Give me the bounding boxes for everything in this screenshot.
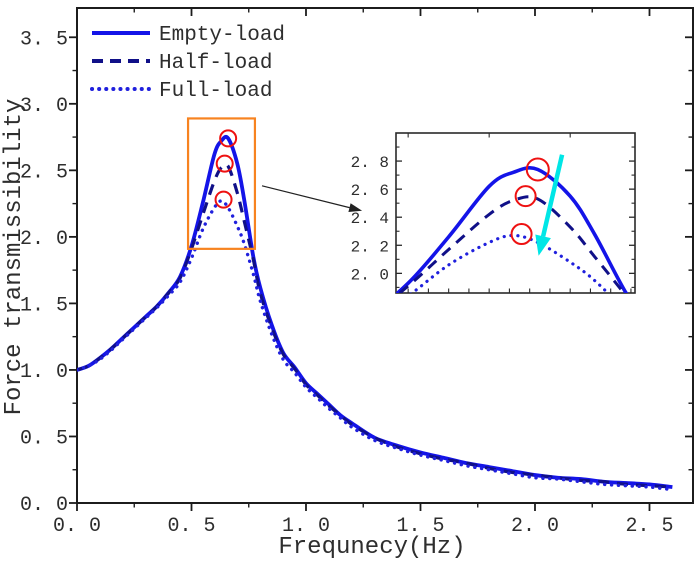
legend-label: Half-load [159,52,272,75]
connector-arrow [261,185,363,213]
main-tick-labels: 0. 0 0. 5 1. 0 1. 5 2. 0 2. 5 0. 0 0. 5 1. 0 1. 5… [20,28,674,538]
series-lines [77,134,675,492]
legend-item-empty-load: Empty-load [92,24,285,47]
y-tick-label: 3. 0 [20,95,68,118]
peak-circle-empty-load [219,129,238,148]
y-axis-title: Force transmissibility [1,99,28,416]
legend-label: Empty-load [159,24,285,47]
connector-arrow-head [348,203,363,213]
inset-peak-circle-full-load [510,223,533,246]
main-axes [69,7,694,511]
inset-y-tick-label: 2. 0 [351,266,389,284]
peak-circle-full-load [214,190,233,209]
inset-y-tick-label: 2. 6 [351,182,389,200]
x-tick-label: 1. 0 [282,515,330,538]
y-tick-label: 3. 5 [20,28,68,51]
y-tick-label: 0. 0 [20,494,68,517]
zoom-region-box [186,117,257,250]
x-axis-title: Frequnecy(Hz) [278,534,465,561]
x-tick-label: 1. 5 [396,515,444,538]
trend-arrow-head [535,234,551,256]
x-tick-label: 0. 5 [167,515,215,538]
y-tick-label: 2. 0 [20,228,68,251]
inset-peak-circle-half-load [514,185,537,208]
inset-border [395,132,636,294]
y-tick-label: 1. 5 [20,294,68,317]
x-tick-label: 2. 0 [511,515,559,538]
connector-arrow-shaft [261,185,350,209]
y-tick-label: 2. 5 [20,161,68,184]
x-tick-label: 0. 0 [53,515,101,538]
y-tick-label: 1. 0 [20,361,68,384]
legend: Empty-load Half-load Full-load [90,24,285,103]
series-line-full-load [77,199,675,492]
inset-plot: 2. 0 2. 2 2. 4 2. 6 2. 8 [351,132,636,294]
zoom-box-rect [186,117,257,250]
inset-y-tick-label: 2. 2 [351,238,389,256]
legend-item-half-load: Half-load [92,52,272,75]
legend-label: Full-load [159,80,272,103]
inset-y-tick-label: 2. 8 [351,154,389,172]
y-tick-label: 0. 5 [20,427,68,450]
inset-peak-circle-empty-load [525,157,550,182]
peak-markers [214,129,238,209]
peak-circle-half-load [215,154,234,173]
x-tick-label: 2. 5 [625,515,673,538]
series-line-half-load [77,162,673,489]
legend-item-full-load: Full-load [90,80,272,103]
plot-border [76,7,694,504]
trend-arrow-shaft [540,154,565,237]
inset-y-tick-label: 2. 4 [351,210,389,228]
